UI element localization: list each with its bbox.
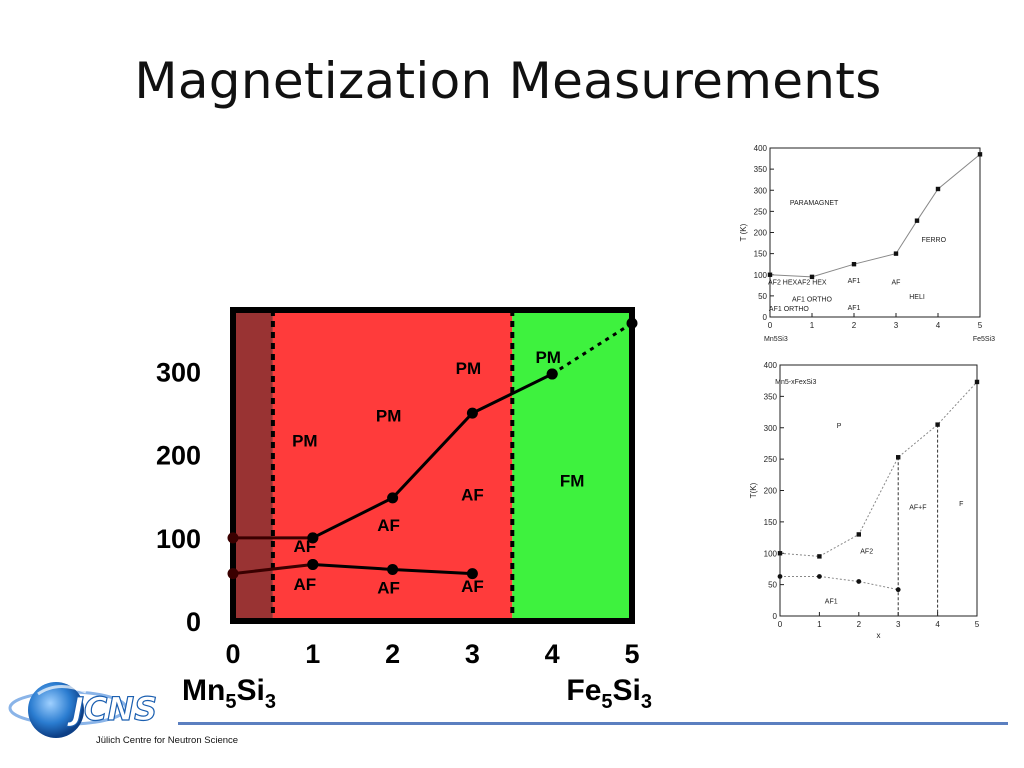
x-end-label-right-part-0: Fe <box>566 674 601 707</box>
x-tick-label-1: 1 <box>305 639 320 669</box>
data-point-2-0 <box>546 368 558 380</box>
x-end-label-left-part-0: Mn <box>182 674 225 707</box>
x-end-label-left-part-1: 5 <box>225 691 236 713</box>
phase-label-0: PM <box>292 431 318 450</box>
slide-title: Magnetization Measurements <box>134 52 882 110</box>
phase-label-8: AF <box>377 579 400 598</box>
x-tick-label-2: 2 <box>385 639 400 669</box>
phase-label-3: PM <box>535 348 561 367</box>
plot-frame <box>230 307 635 624</box>
phase-label-4: AF <box>461 485 484 504</box>
series-line-3 <box>232 562 313 576</box>
x-tick-label-0: 0 <box>225 639 240 669</box>
data-point-0-0 <box>227 532 239 544</box>
jcns-logo: JCNS <box>8 672 228 752</box>
phase-label-1: PM <box>376 406 402 425</box>
y-tick-label-0: 0 <box>186 607 201 637</box>
data-point-4-1 <box>387 563 399 575</box>
y-tick-label-3: 300 <box>156 358 201 388</box>
phase-label-6: AF <box>293 537 316 556</box>
data-point-1-1 <box>387 492 399 504</box>
x-end-label-left-part-2: Si <box>236 674 264 707</box>
series-line-1 <box>312 372 553 540</box>
phase-label-7: AF <box>293 575 316 594</box>
data-point-1-2 <box>466 407 478 419</box>
jcns-logo-graphic: JCNS <box>8 682 158 738</box>
footer-rule <box>178 722 1008 725</box>
series-line-2 <box>551 322 633 376</box>
x-end-label-right-part-3: 3 <box>641 691 652 713</box>
x-tick-label-3: 3 <box>465 639 480 669</box>
x-end-label-right-part-1: 5 <box>601 691 612 713</box>
svg-text:JCNS: JCNS <box>66 690 157 728</box>
phase-label-9: AF <box>461 577 484 596</box>
phase-label-5: AF <box>377 516 400 535</box>
phase-label-2: PM <box>456 359 482 378</box>
phase-region-2 <box>512 310 632 621</box>
x-end-label-right: Fe5Si3 <box>566 674 652 713</box>
x-end-label-left: Mn5Si3 <box>182 674 276 713</box>
data-point-4-2 <box>466 568 478 580</box>
data-point-2-1 <box>626 317 638 329</box>
logo-caption: Jülich Centre for Neutron Science <box>96 735 239 746</box>
x-tick-label-4: 4 <box>545 639 560 669</box>
data-point-3-0 <box>227 568 239 580</box>
y-tick-label-1: 100 <box>156 524 201 554</box>
data-point-1-0 <box>307 532 319 544</box>
x-end-label-left-part-3: 3 <box>265 691 276 713</box>
x-end-label-right-part-2: Si <box>613 674 641 707</box>
phase-label-10: FM <box>560 471 585 490</box>
y-tick-label-2: 200 <box>156 441 201 471</box>
data-point-4-0 <box>307 558 319 570</box>
x-tick-label-5: 5 <box>624 639 639 669</box>
